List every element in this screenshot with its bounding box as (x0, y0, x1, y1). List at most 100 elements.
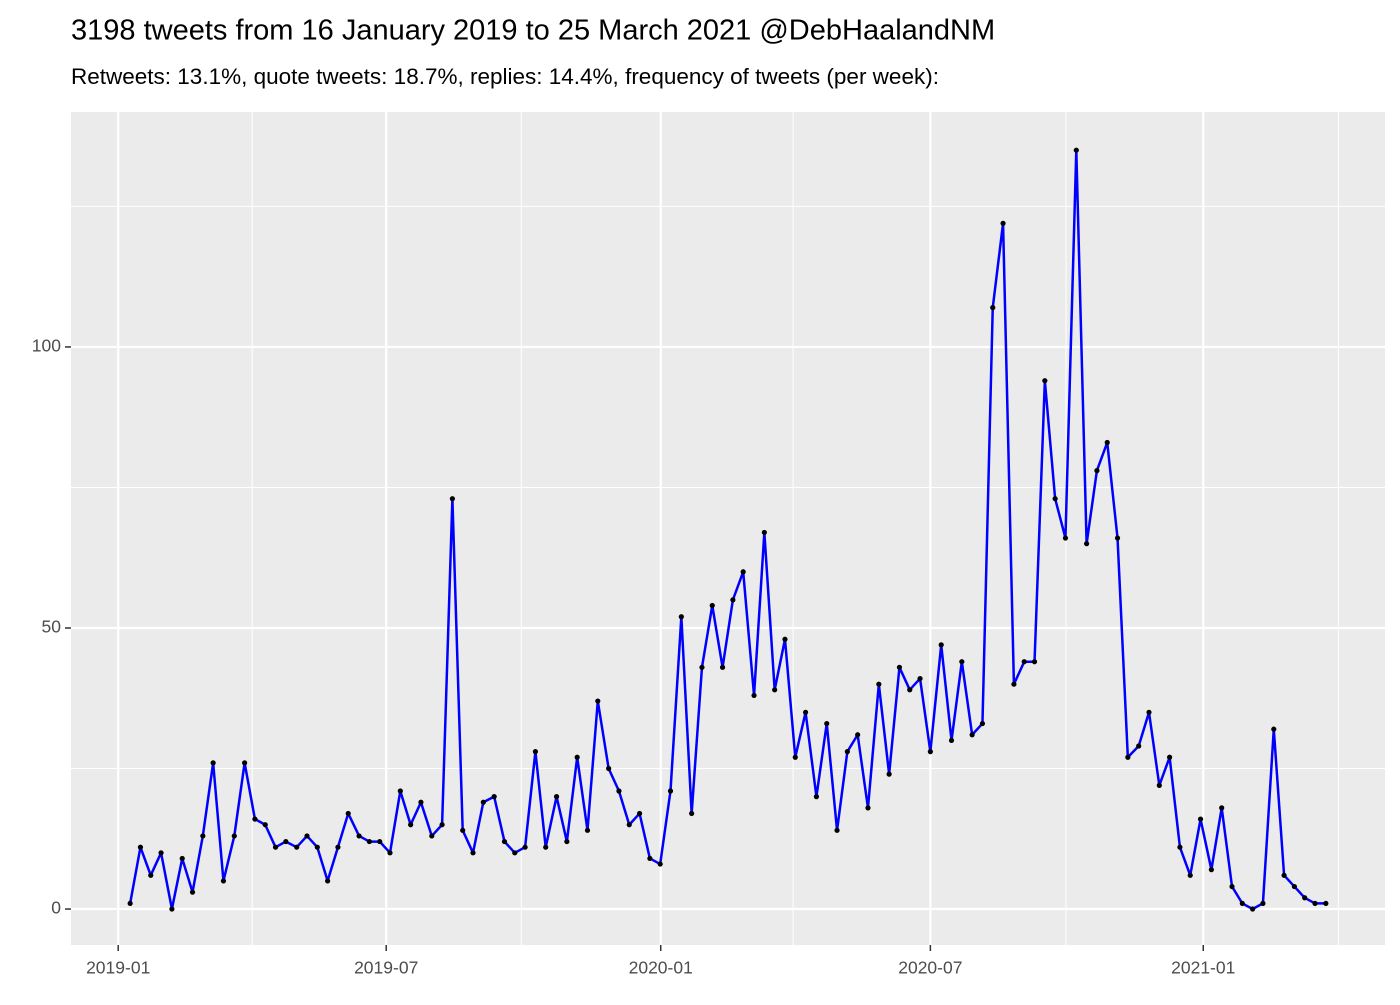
point (189, 889, 196, 895)
point (740, 569, 746, 575)
x-tick-label: 2019-07 (354, 958, 418, 978)
point (1197, 816, 1204, 822)
point (179, 855, 185, 862)
point (522, 844, 528, 850)
point (470, 850, 476, 856)
y-tick-label: 0 (51, 898, 61, 918)
point (595, 698, 601, 704)
point (137, 844, 144, 850)
point (397, 788, 403, 794)
point (896, 664, 903, 670)
point (709, 602, 715, 609)
chart-subtitle: Retweets: 13.1%, quote tweets: 18.7%, re… (71, 64, 939, 89)
point (1094, 468, 1100, 474)
point (564, 838, 570, 845)
point (1271, 726, 1277, 732)
point (231, 833, 237, 839)
point (948, 737, 955, 744)
point (678, 614, 684, 620)
point (460, 827, 466, 833)
point (1021, 659, 1027, 665)
point (834, 827, 840, 833)
point (356, 833, 362, 839)
point (418, 799, 424, 805)
point (1031, 659, 1038, 665)
point (262, 822, 268, 828)
point (1323, 900, 1329, 907)
x-tick-label: 2020-01 (629, 958, 693, 978)
point (606, 765, 612, 772)
point (491, 794, 497, 800)
point (1011, 681, 1017, 687)
point (449, 496, 455, 502)
point (1239, 900, 1245, 907)
point (1156, 782, 1162, 788)
point (200, 833, 206, 839)
point (584, 827, 591, 833)
x-tick-label: 2020-07 (898, 958, 962, 978)
point (865, 805, 871, 811)
point (979, 720, 986, 727)
x-tick-label: 2019-01 (86, 958, 150, 978)
point (719, 664, 726, 670)
point (574, 754, 580, 760)
chart-title: 3198 tweets from 16 January 2019 to 25 M… (71, 15, 995, 47)
point (169, 906, 175, 912)
point (1084, 541, 1090, 547)
point (802, 709, 809, 715)
point (667, 788, 674, 794)
point (127, 900, 133, 907)
point (647, 855, 653, 862)
point (325, 878, 331, 884)
point (1136, 743, 1142, 749)
point (304, 833, 310, 839)
point (1052, 496, 1058, 502)
point (616, 788, 622, 794)
point (1114, 535, 1121, 541)
point (938, 642, 944, 648)
point (969, 732, 975, 738)
point (1187, 872, 1193, 878)
point (886, 771, 892, 777)
point (907, 687, 913, 693)
y-tick-label: 50 (42, 617, 62, 637)
point (532, 749, 539, 755)
point (158, 850, 164, 856)
point (959, 659, 965, 665)
point (252, 816, 258, 822)
point (335, 844, 341, 850)
point (824, 720, 830, 727)
point (636, 810, 643, 817)
point (1312, 900, 1318, 907)
point (1000, 220, 1006, 226)
point (1177, 844, 1183, 850)
point (917, 675, 923, 682)
point (844, 749, 850, 755)
point (387, 850, 393, 856)
point (1042, 378, 1048, 384)
point (792, 754, 798, 760)
point (345, 810, 351, 817)
point (626, 822, 632, 828)
point (1125, 754, 1131, 760)
point (1062, 535, 1069, 541)
point (1146, 709, 1152, 715)
point (782, 636, 788, 642)
point (1208, 867, 1214, 873)
point (220, 878, 227, 884)
point (429, 833, 435, 839)
x-tick-label: 2021-01 (1171, 958, 1235, 978)
point (730, 597, 736, 603)
point (501, 838, 508, 845)
point (553, 794, 560, 800)
point (294, 844, 300, 850)
point (314, 844, 320, 850)
point (439, 822, 445, 828)
y-tick-label: 100 (32, 336, 61, 356)
point (699, 664, 705, 670)
point (772, 687, 778, 693)
point (543, 844, 549, 850)
point (1302, 895, 1308, 901)
point (210, 760, 216, 766)
